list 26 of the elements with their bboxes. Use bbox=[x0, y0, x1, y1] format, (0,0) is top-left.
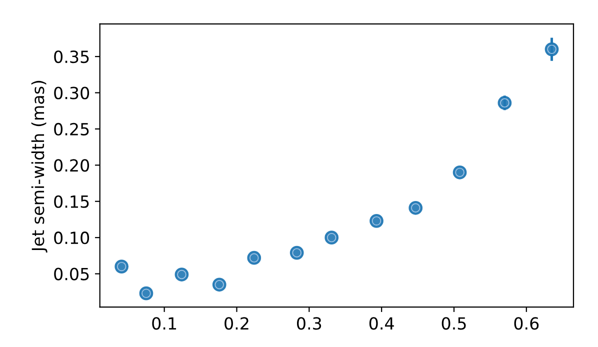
y-tick-label: 0.30 bbox=[54, 86, 90, 100]
y-axis-title: Jet semi-width (mas) bbox=[31, 80, 48, 252]
point bbox=[544, 42, 559, 56]
x-tick-label: 0.5 bbox=[442, 317, 466, 330]
y-tick-label: 0.20 bbox=[54, 159, 90, 172]
point bbox=[212, 278, 226, 292]
point bbox=[290, 246, 304, 260]
y-tick-label: 0.25 bbox=[54, 122, 89, 136]
point bbox=[498, 96, 512, 110]
x-tick-label: 0.2 bbox=[224, 317, 248, 330]
x-tick-label: 0.6 bbox=[514, 317, 539, 330]
point bbox=[370, 214, 384, 228]
point bbox=[114, 260, 129, 274]
y-tick-label: 0.05 bbox=[54, 268, 89, 280]
y-tick-label: 0.10 bbox=[54, 232, 90, 244]
y-tick-label: 0.35 bbox=[54, 50, 89, 64]
point bbox=[247, 250, 262, 265]
x-tick-label: 0.4 bbox=[369, 317, 394, 330]
y-tick-label: 0.15 bbox=[54, 195, 89, 208]
point bbox=[452, 165, 467, 180]
point bbox=[174, 268, 189, 282]
x-tick-label: 0.3 bbox=[297, 317, 322, 330]
point bbox=[408, 200, 423, 215]
x-tick-label: 0.1 bbox=[152, 317, 176, 330]
point bbox=[324, 230, 339, 245]
point bbox=[139, 286, 154, 300]
